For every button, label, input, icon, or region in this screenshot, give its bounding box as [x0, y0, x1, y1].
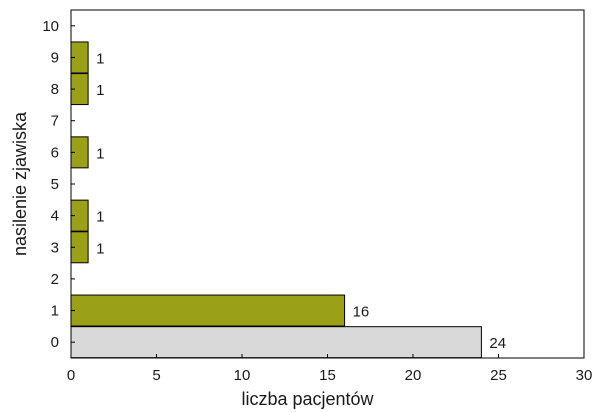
y-tick-label-10: 10: [42, 18, 59, 35]
data-label-1: 16: [353, 304, 370, 321]
y-tick-label-3: 3: [51, 239, 59, 256]
x-tick-label-15: 15: [319, 367, 336, 384]
data-label-0: 24: [489, 335, 506, 352]
x-tick-label-10: 10: [234, 367, 251, 384]
y-tick-label-9: 9: [51, 49, 59, 66]
x-tick-label-25: 25: [490, 367, 507, 384]
x-tick-label-20: 20: [405, 367, 422, 384]
data-label-4: 1: [96, 209, 104, 226]
bars-group: [70, 41, 482, 359]
y-tick-label-8: 8: [51, 81, 59, 98]
data-labels-group: 24 16 1 1 1 1 1: [96, 50, 506, 352]
y-tick-label-7: 7: [51, 113, 59, 130]
y-tick-label-4: 4: [51, 208, 59, 225]
data-label-6: 1: [96, 145, 104, 162]
x-tick-label-30: 30: [576, 367, 592, 384]
data-label-8: 1: [96, 82, 104, 99]
y-axis-ticks: 0 1 2 3 4 5 6 7 8 9 10: [42, 18, 75, 351]
data-label-3: 1: [96, 240, 104, 257]
bar-0: [70, 326, 482, 359]
data-label-9: 1: [96, 50, 104, 67]
y-axis-title: nasilenie zjawiska: [10, 111, 30, 256]
y-tick-label-5: 5: [51, 176, 59, 193]
x-axis-title: liczba pacjentów: [241, 389, 374, 409]
y-tick-label-2: 2: [51, 271, 59, 288]
x-tick-label-0: 0: [67, 367, 75, 384]
y-tick-label-1: 1: [51, 303, 59, 320]
y-tick-label-0: 0: [51, 334, 59, 351]
y-tick-label-6: 6: [51, 144, 59, 161]
x-tick-label-5: 5: [152, 367, 160, 384]
x-axis-ticks: 0 5 10 15 20 25 30: [67, 354, 592, 384]
bar-1: [70, 294, 346, 327]
